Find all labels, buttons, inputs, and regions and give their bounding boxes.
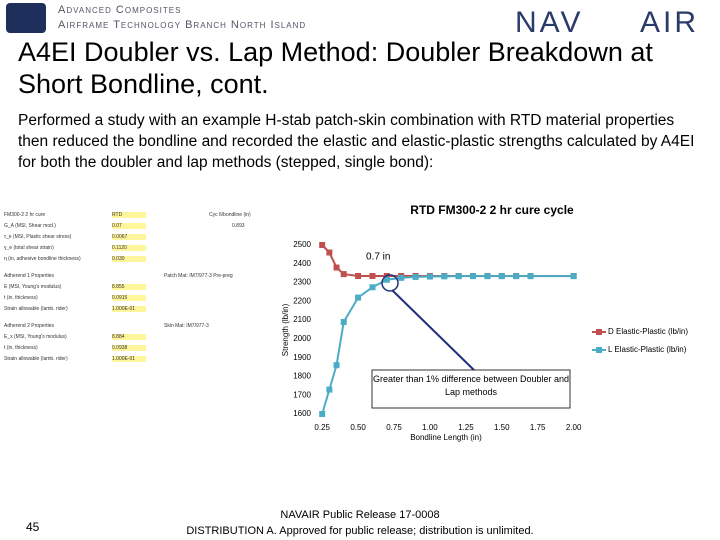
- data-point: [369, 284, 376, 291]
- y-tick-label: 2300: [293, 278, 311, 287]
- y-tick-label: 2500: [293, 240, 311, 249]
- y-axis-label: Strength (lb/in): [281, 303, 290, 356]
- y-tick-label: 2100: [293, 315, 311, 324]
- data-point: [369, 272, 376, 279]
- sheet-label: τ_e (MSI, Plastic shear stress): [4, 234, 72, 240]
- y-tick-label: 1900: [293, 353, 311, 362]
- data-point: [498, 273, 505, 280]
- annotation: Greater than 1% difference between Doubl…: [373, 374, 569, 397]
- x-tick-label: 1.50: [494, 423, 510, 432]
- annotation-arrow: [391, 289, 477, 373]
- y-tick-label: 1600: [293, 409, 311, 418]
- sheet-label: E_x (MSI, Young's modulus): [4, 334, 67, 340]
- x-tick-label: 0.75: [386, 423, 402, 432]
- sheet-label: Adherend 2 Properties: [4, 323, 55, 329]
- sheet-value: 1.000E-01: [112, 306, 146, 312]
- data-point: [319, 411, 326, 417]
- sheet-label: t (in, thickness): [4, 345, 38, 351]
- x-tick-label: 0.50: [350, 423, 366, 432]
- series-line: [321, 244, 574, 277]
- y-tick-label: 2000: [293, 334, 311, 343]
- spreadsheet: FM300-2 2 hr cure RTD G_A (MSI, Shear mod.…: [4, 212, 254, 362]
- data-point: [340, 318, 347, 325]
- y-tick-label: 2400: [293, 259, 311, 268]
- logo-text: NAV: [515, 6, 584, 39]
- x-tick-label: 1.75: [530, 423, 546, 432]
- chart-title: RTD FM300-2 2 hr cure cycle: [410, 203, 574, 217]
- logo-text: AIR: [640, 6, 700, 39]
- sheet-value: 0.1120: [112, 245, 146, 251]
- sheet-value: 0.893: [232, 223, 245, 229]
- data-point: [340, 271, 347, 278]
- distribution-note: DISTRIBUTION A. Approved for public rele…: [186, 525, 534, 537]
- sheet-label: Cyc 6/bondline (in): [209, 212, 251, 218]
- x-tick-label: 2.00: [566, 423, 582, 432]
- sheet-value: 0.0938: [112, 345, 146, 351]
- data-point: [319, 242, 326, 248]
- data-point: [513, 273, 520, 280]
- header-bar: Advanced Composites Airframe Technology …: [0, 0, 720, 39]
- sheet-value: 0.0067: [112, 234, 146, 240]
- release-note: NAVAIR Public Release 17-0008: [280, 509, 440, 521]
- data-point: [355, 294, 362, 301]
- footer: NAVAIR Public Release 17-0008 DISTRIBUTI…: [180, 507, 540, 539]
- annotation: 0.7 in: [366, 252, 390, 263]
- sheet-label: Strain allowable (lamb. rider): [4, 356, 68, 362]
- sheet-label: Adherend 1 Properties: [4, 273, 55, 279]
- legend-marker: [596, 347, 602, 353]
- highlight-circle: [381, 274, 399, 292]
- data-point: [333, 362, 340, 369]
- sheet-label: η (in, adhesive bondline thickness): [4, 256, 81, 262]
- sheet-label: FM300-2 2 hr cure: [4, 212, 46, 218]
- data-point: [398, 274, 405, 281]
- data-point: [570, 273, 577, 280]
- sheet-value: Skin Mat: IM7/977-3: [164, 323, 209, 329]
- x-tick-label: 0.25: [314, 423, 330, 432]
- sheet-value: 8.884: [112, 334, 146, 340]
- x-tick-label: 1.25: [458, 423, 474, 432]
- data-point: [426, 273, 433, 280]
- sheet-value: 8.855: [112, 284, 146, 290]
- sheet-value: 0.030: [112, 256, 146, 262]
- sheet-value: 0.0915: [112, 295, 146, 301]
- body-text: Performed a study with an example H-stab…: [18, 112, 695, 171]
- sheet-label: G_A (MSI, Shear mod.): [4, 223, 56, 229]
- data-point: [484, 273, 491, 280]
- data-point: [441, 273, 448, 280]
- x-tick-label: 1.00: [422, 423, 438, 432]
- data-point: [355, 272, 362, 279]
- data-point: [412, 273, 419, 280]
- sheet-label: Strain allowable (lamb. rider): [4, 306, 68, 312]
- y-tick-label: 2200: [293, 296, 311, 305]
- sheet-value: 0.07: [112, 223, 146, 229]
- data-point: [470, 273, 477, 280]
- data-point: [333, 264, 340, 271]
- y-tick-label: 1800: [293, 372, 311, 381]
- org-line: Airframe Technology Branch North Island: [58, 19, 307, 31]
- annotation-box: [371, 369, 571, 409]
- legend-label: L Elastic-Plastic (lb/in): [608, 345, 687, 354]
- sheet-label: t (in, thickness): [4, 295, 38, 301]
- y-tick-label: 1700: [293, 390, 311, 399]
- org-line: Advanced Composites: [58, 4, 182, 16]
- annotation-wrap: Greater than 1% difference between Doubl…: [373, 374, 569, 397]
- legend-label: D Elastic-Plastic (lb/in): [608, 327, 688, 336]
- data-point: [527, 273, 534, 280]
- chart: RTD FM300-2 2 hr cure cycle Strength (lb…: [281, 203, 688, 442]
- data-point: [383, 276, 390, 283]
- slide-title: A4EI Doubler vs. Lap Method: Doubler Bre…: [18, 37, 653, 99]
- legend-marker: [596, 329, 602, 335]
- x-axis-label: Bondline Length (in): [410, 433, 482, 442]
- sheet-value: Patch Mat: IM7/977-3 Pre-preg: [164, 273, 233, 279]
- sheet-label: γ_e (total shear strain): [4, 245, 54, 251]
- data-point: [326, 386, 333, 393]
- data-point: [455, 273, 462, 280]
- data-point: [326, 249, 333, 256]
- logo-badge: [6, 3, 46, 33]
- sheet-label: E (MSI, Young's modulus): [4, 284, 62, 290]
- sheet-value: 1.000E-01: [112, 356, 146, 362]
- page-number: 45: [26, 520, 40, 534]
- sheet-value: RTD: [112, 212, 146, 218]
